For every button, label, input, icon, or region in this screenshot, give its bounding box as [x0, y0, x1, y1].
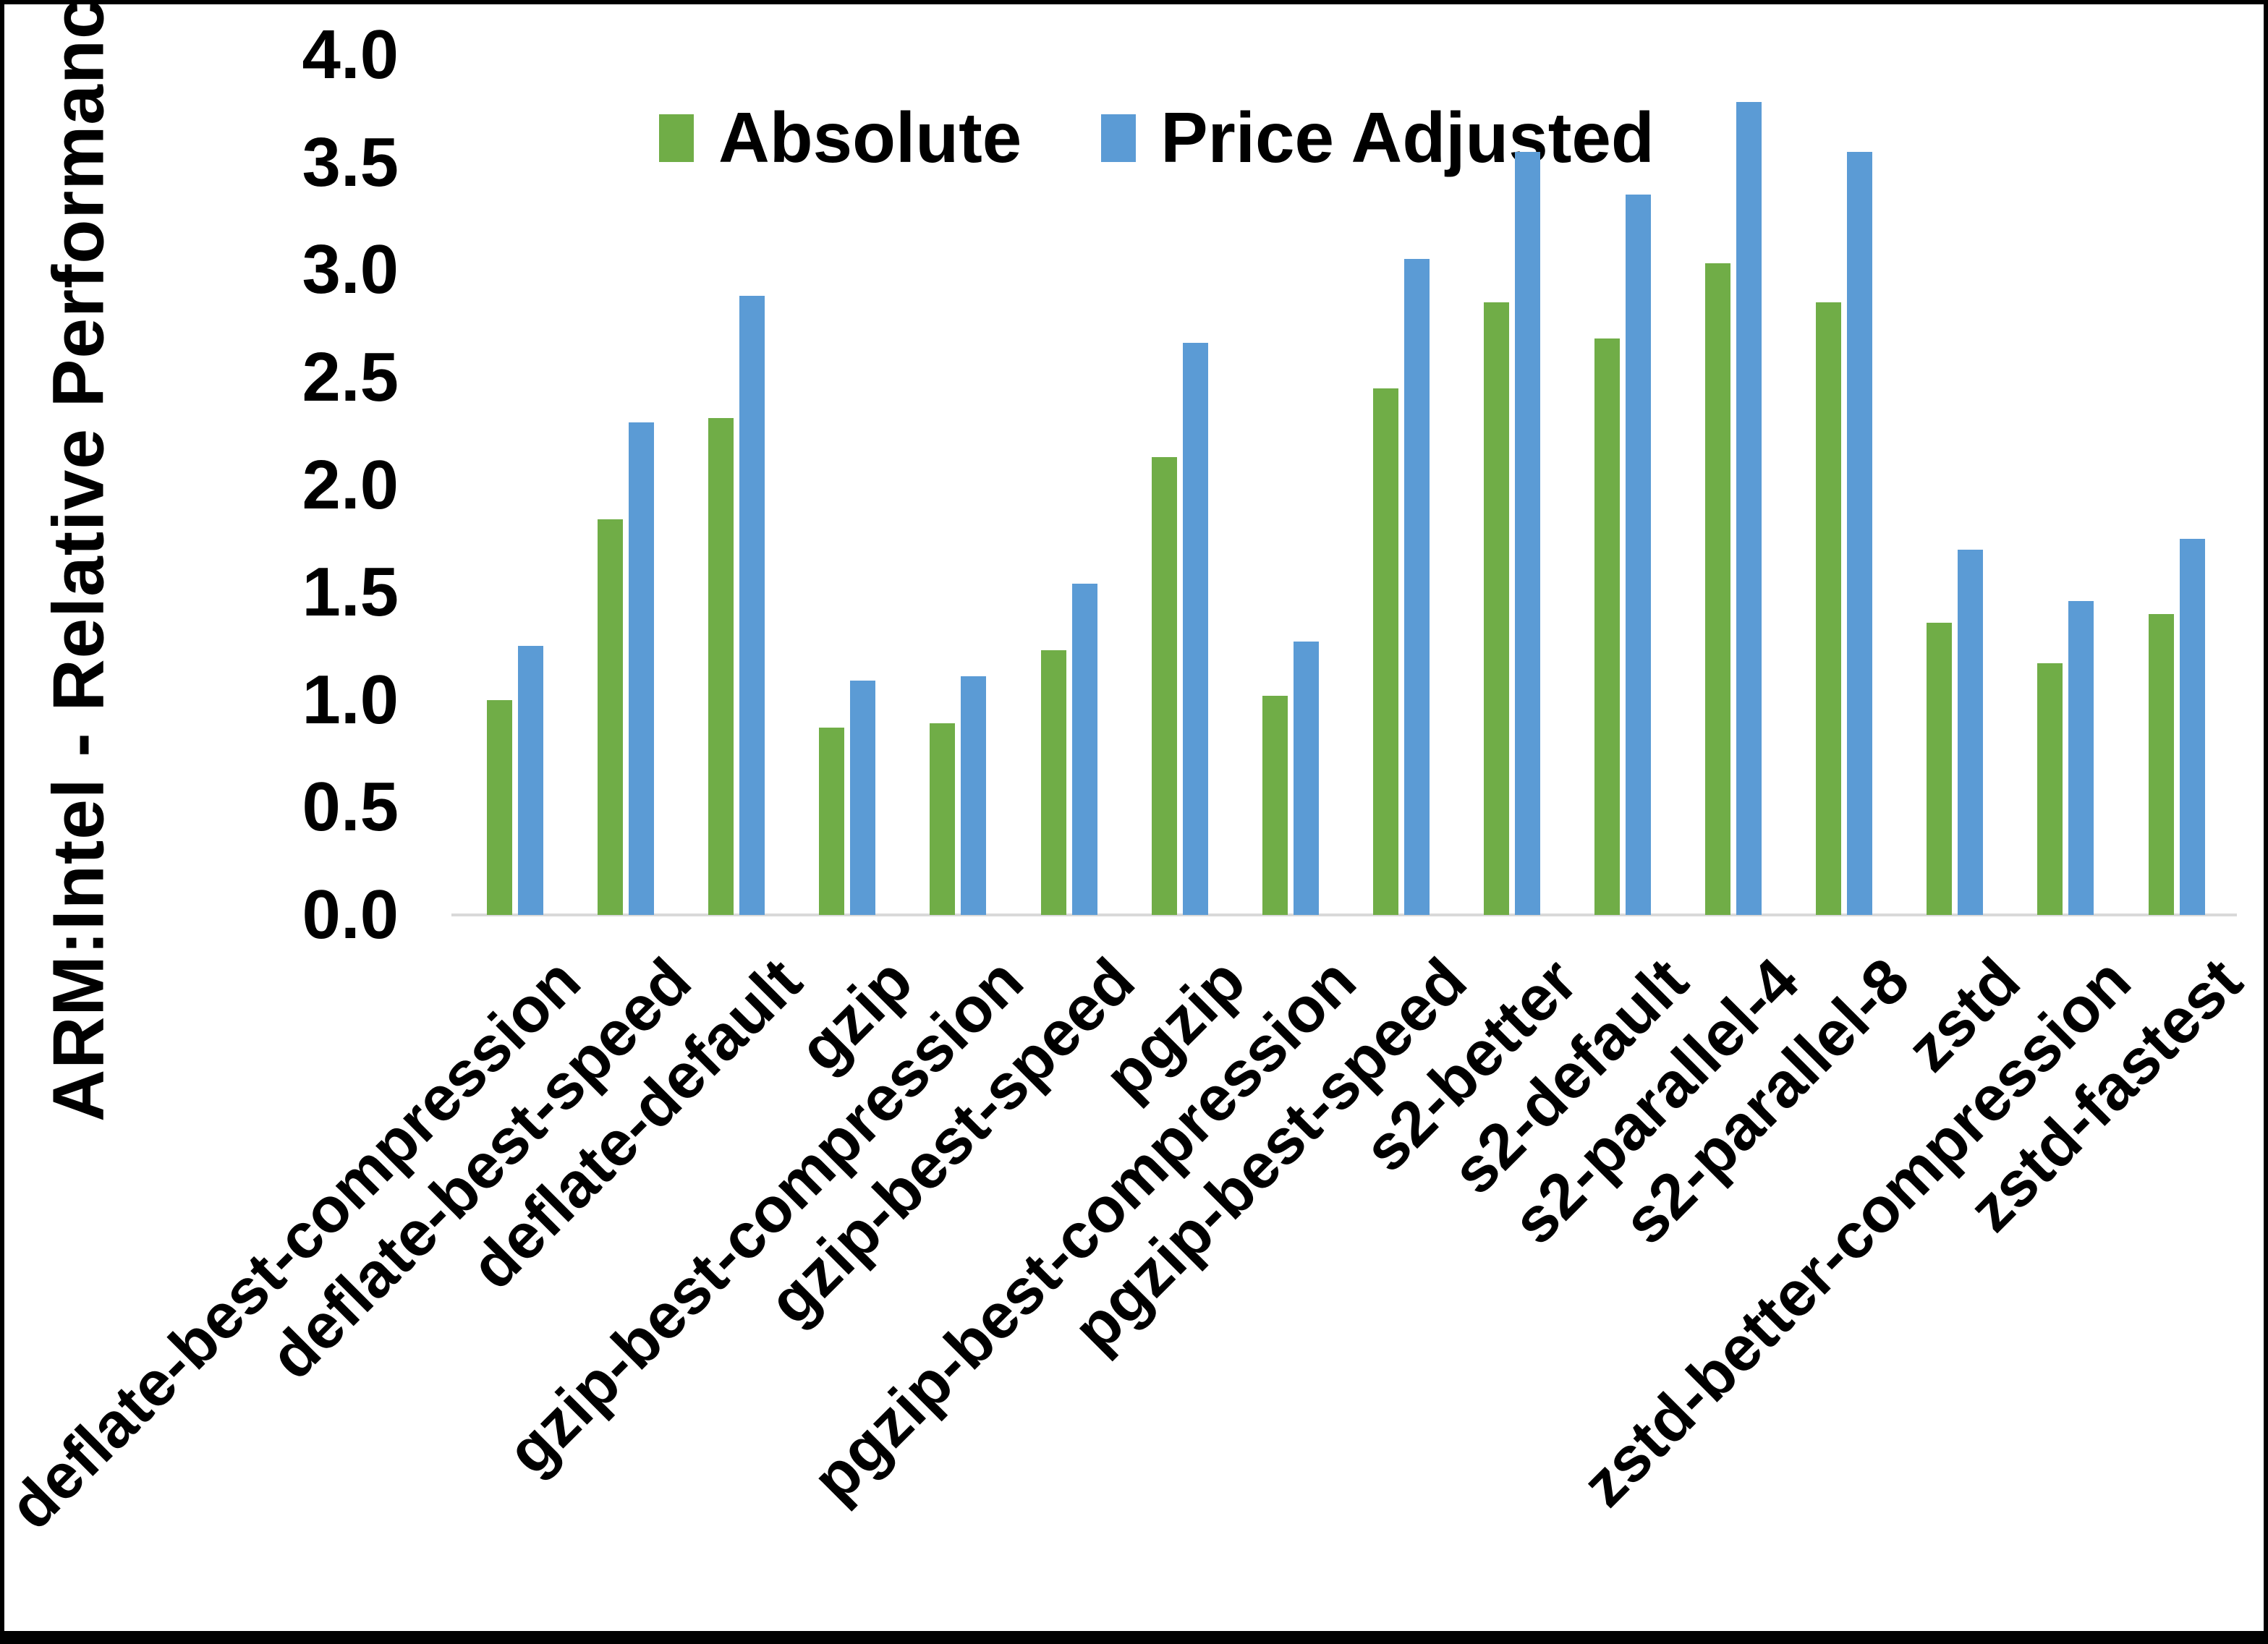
bar-price-adjusted-deflate-best-speed: [629, 422, 654, 915]
y-tick-label: 2.0: [302, 446, 399, 524]
bar-absolute-zstd-better-compression: [2037, 663, 2063, 915]
bar-absolute-deflate-best-compression: [487, 700, 512, 915]
y-tick-label: 0.5: [302, 768, 399, 846]
bar-absolute-deflate-default: [708, 418, 734, 915]
legend-marker-price-adjusted: [1101, 114, 1137, 162]
bar-absolute-zstd: [1927, 623, 1952, 915]
y-tick-label: 3.5: [302, 123, 399, 201]
y-tick-label: 1.0: [302, 660, 399, 738]
bar-price-adjusted-pgzip-best-speed: [1404, 259, 1430, 915]
bar-absolute-s2-better: [1484, 302, 1509, 915]
bar-absolute-gzip: [819, 728, 844, 915]
bar-price-adjusted-pgzip-best-compression: [1294, 642, 1319, 915]
x-axis-line: [451, 913, 2237, 916]
bar-absolute-gzip-best-speed: [1041, 650, 1066, 915]
bar-absolute-pgzip-best-speed: [1373, 388, 1398, 915]
legend-item-price-adjusted: Price Adjusted: [1101, 97, 1655, 179]
bar-absolute-pgzip-best-compression: [1262, 696, 1288, 915]
y-tick-label: 1.5: [302, 553, 399, 631]
y-axis-title: ARM:Intel - Relative Performance: [38, 0, 119, 1123]
bar-absolute-s2-default: [1594, 338, 1620, 915]
bar-absolute-deflate-best-speed: [598, 519, 623, 915]
bar-absolute-pgzip: [1152, 457, 1177, 915]
bar-price-adjusted-s2-better: [1515, 152, 1540, 915]
legend-marker-absolute: [659, 114, 694, 162]
bar-price-adjusted-s2-default: [1626, 195, 1651, 915]
legend-label-absolute: Absolute: [718, 98, 1022, 177]
bar-price-adjusted-gzip-best-speed: [1072, 584, 1097, 915]
bar-price-adjusted-s2-parallel-8: [1847, 152, 1872, 915]
bar-absolute-zstd-fastest: [2149, 614, 2174, 915]
bar-absolute-s2-parallel-4: [1705, 263, 1730, 915]
bar-price-adjusted-gzip-best-compression: [961, 676, 986, 915]
y-tick-label: 3.0: [302, 231, 399, 309]
bar-price-adjusted-s2-parallel-4: [1736, 102, 1762, 915]
bar-price-adjusted-zstd: [1958, 550, 1983, 915]
bar-price-adjusted-zstd-fastest: [2180, 539, 2205, 915]
bar-price-adjusted-deflate-default: [739, 296, 765, 915]
bar-price-adjusted-deflate-best-compression: [518, 646, 543, 915]
y-tick-label: 4.0: [302, 16, 399, 93]
y-tick-label: 0.0: [302, 876, 399, 953]
bar-absolute-s2-parallel-8: [1816, 302, 1841, 915]
bar-absolute-gzip-best-compression: [930, 723, 955, 915]
legend: Absolute Price Adjusted: [659, 97, 1655, 179]
y-tick-label: 2.5: [302, 338, 399, 416]
bar-price-adjusted-pgzip: [1183, 343, 1208, 915]
bar-price-adjusted-zstd-better-compression: [2068, 601, 2094, 915]
legend-label-price-adjusted: Price Adjusted: [1160, 98, 1655, 177]
legend-item-absolute: Absolute: [659, 97, 1022, 179]
bar-price-adjusted-gzip: [850, 681, 875, 915]
